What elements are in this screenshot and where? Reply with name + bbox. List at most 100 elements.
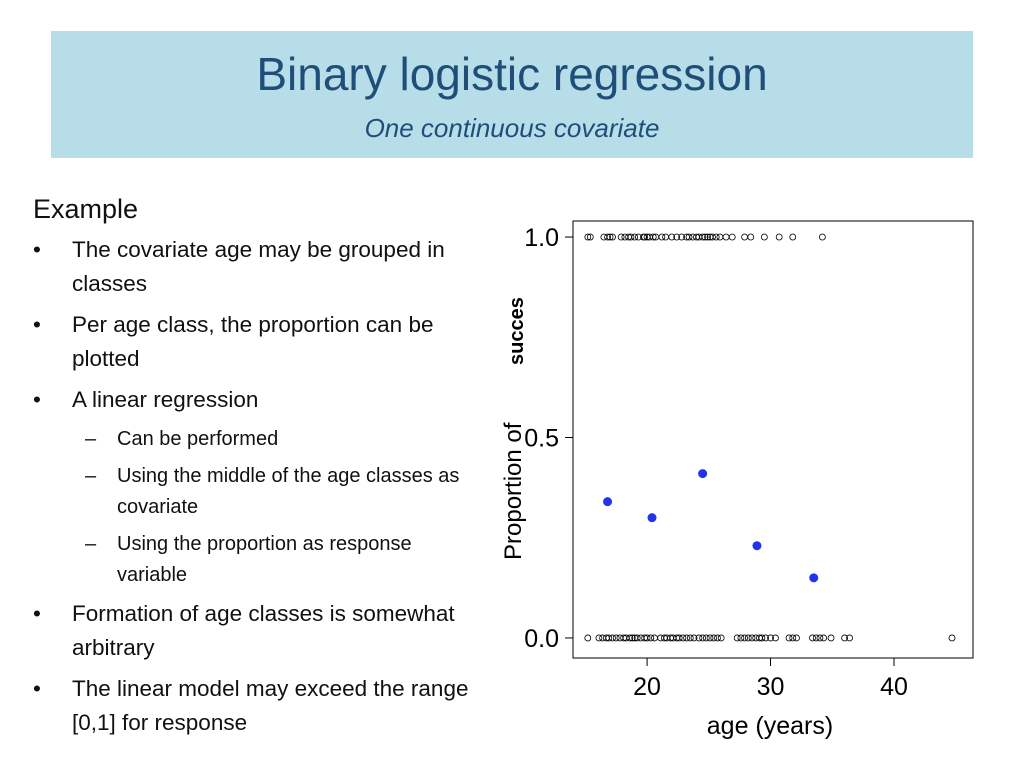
bullet-text: Per age class, the proportion can be plo… — [72, 312, 434, 371]
outcome-point-failure — [706, 634, 714, 642]
y-axis-label: Proportion of — [500, 422, 527, 560]
bullet-dot-icon: • — [33, 237, 41, 262]
outcome-point-success — [760, 233, 768, 241]
outcome-point-failure — [812, 634, 820, 642]
outcome-point-success — [747, 233, 755, 241]
outcome-point-failure — [762, 634, 769, 642]
proportion-point — [603, 497, 613, 507]
outcome-point-failure — [609, 634, 616, 642]
outcome-point-failure — [699, 634, 707, 642]
y-axis-label-plain: Proportion of — [500, 422, 527, 560]
sub-bullet-text: Using the middle of the age classes as c… — [117, 465, 460, 518]
outcome-point-failure — [744, 634, 752, 642]
outcome-point-success — [609, 233, 616, 241]
outcome-point-failure — [820, 634, 828, 642]
x-tick-label: 30 — [757, 673, 785, 701]
slide-title: Binary logistic regression — [256, 48, 768, 100]
sub-bullet-text: Can be performed — [117, 428, 279, 450]
outcome-point-success — [658, 233, 666, 241]
outcome-point-failure — [809, 634, 816, 642]
outcome-point-failure — [772, 634, 779, 642]
outcome-point-success — [584, 233, 592, 241]
outcome-point-failure — [717, 634, 725, 642]
bullet-text: The linear model may exceed the range [0… — [72, 676, 469, 735]
outcome-point-failure — [633, 634, 641, 642]
sub-bullet-text: Using the proportion as response variabl… — [117, 533, 412, 586]
x-tick-label: 20 — [633, 673, 661, 701]
outcome-point-success — [818, 233, 826, 241]
outcome-point-success — [604, 233, 611, 241]
outcome-point-success — [741, 233, 749, 241]
outcome-point-failure — [948, 634, 956, 642]
outcome-point-success — [627, 233, 635, 241]
content-heading: Example — [33, 194, 139, 224]
outcome-point-success — [704, 233, 711, 241]
y-tick-label: 1.0 — [524, 224, 559, 252]
outcome-point-success — [709, 233, 716, 241]
outcome-point-success — [728, 233, 736, 241]
outcome-point-success — [701, 233, 709, 241]
dash-icon: – — [85, 428, 97, 450]
sub-bullet-item: – Using the proportion as response variab… — [33, 529, 473, 591]
outcome-point-success — [722, 233, 730, 241]
outcome-point-failure — [758, 634, 766, 642]
slide-subtitle: One continuous covariate — [364, 113, 660, 143]
bullet-dot-icon: • — [33, 676, 41, 701]
outcome-point-failure — [827, 634, 835, 642]
bullet-dot-icon: • — [33, 387, 41, 412]
dash-icon: – — [85, 533, 97, 555]
title-banner: Binary logistic regression One continuou… — [51, 31, 973, 158]
outcome-point-success — [617, 233, 625, 241]
outcome-point-success — [673, 233, 681, 241]
y-axis-label-emphasis: succes — [506, 297, 528, 365]
bullet-dot-icon: • — [33, 601, 41, 626]
outcome-point-success — [699, 233, 707, 241]
outcome-point-failure — [612, 634, 620, 642]
outcome-point-success — [606, 233, 614, 241]
plot-frame — [572, 220, 974, 659]
outcome-point-failure — [679, 634, 687, 642]
content-text: Example • The covariate age may be groupe… — [33, 194, 473, 747]
dash-icon: – — [85, 465, 97, 487]
bullet-item: • A linear regression — [33, 383, 473, 417]
outcome-point-success — [649, 233, 657, 241]
outcome-point-failure — [785, 634, 793, 642]
outcome-point-failure — [714, 634, 721, 642]
outcome-point-failure — [605, 634, 613, 642]
bullet-text: Formation of age classes is somewhat arb… — [72, 601, 455, 660]
proportion-point — [647, 513, 657, 523]
outcome-point-failure — [675, 634, 683, 642]
outcome-point-success — [685, 233, 693, 241]
outcome-point-failure — [683, 634, 690, 642]
bullet-item: • The covariate age may be grouped in cla… — [33, 233, 473, 301]
proportion-point — [698, 469, 708, 479]
x-axis-label: age (years) — [707, 712, 833, 740]
bullet-item: • Formation of age classes is somewhat ar… — [33, 597, 473, 665]
outcome-point-failure — [733, 634, 741, 642]
y-axis-label-bold: succes — [506, 297, 528, 365]
outcome-point-success — [668, 233, 676, 241]
outcome-point-success — [662, 233, 669, 241]
outcome-point-success — [641, 233, 649, 241]
bullet-item: • The linear model may exceed the range [… — [33, 672, 473, 740]
outcome-point-failure — [690, 634, 698, 642]
outcome-point-success — [712, 233, 720, 241]
bullet-text: The covariate age may be grouped in clas… — [72, 237, 445, 296]
outcome-point-failure — [816, 634, 824, 642]
outcome-point-failure — [789, 634, 797, 642]
x-tick-label: 40 — [880, 673, 908, 701]
outcome-point-failure — [767, 634, 774, 642]
outcome-point-success — [775, 233, 783, 241]
outcome-point-failure — [846, 634, 853, 642]
proportion-point — [752, 541, 762, 551]
outcome-point-success — [631, 233, 639, 241]
outcome-point-failure — [595, 634, 603, 642]
outcome-point-success — [716, 233, 724, 241]
bullet-item: • Per age class, the proportion can be pl… — [33, 308, 473, 376]
bullet-dot-icon: • — [33, 312, 41, 337]
outcome-point-failure — [793, 634, 800, 642]
y-tick-label: 0.5 — [524, 424, 559, 452]
outcome-point-failure — [643, 634, 651, 642]
outcome-point-success — [586, 233, 594, 241]
